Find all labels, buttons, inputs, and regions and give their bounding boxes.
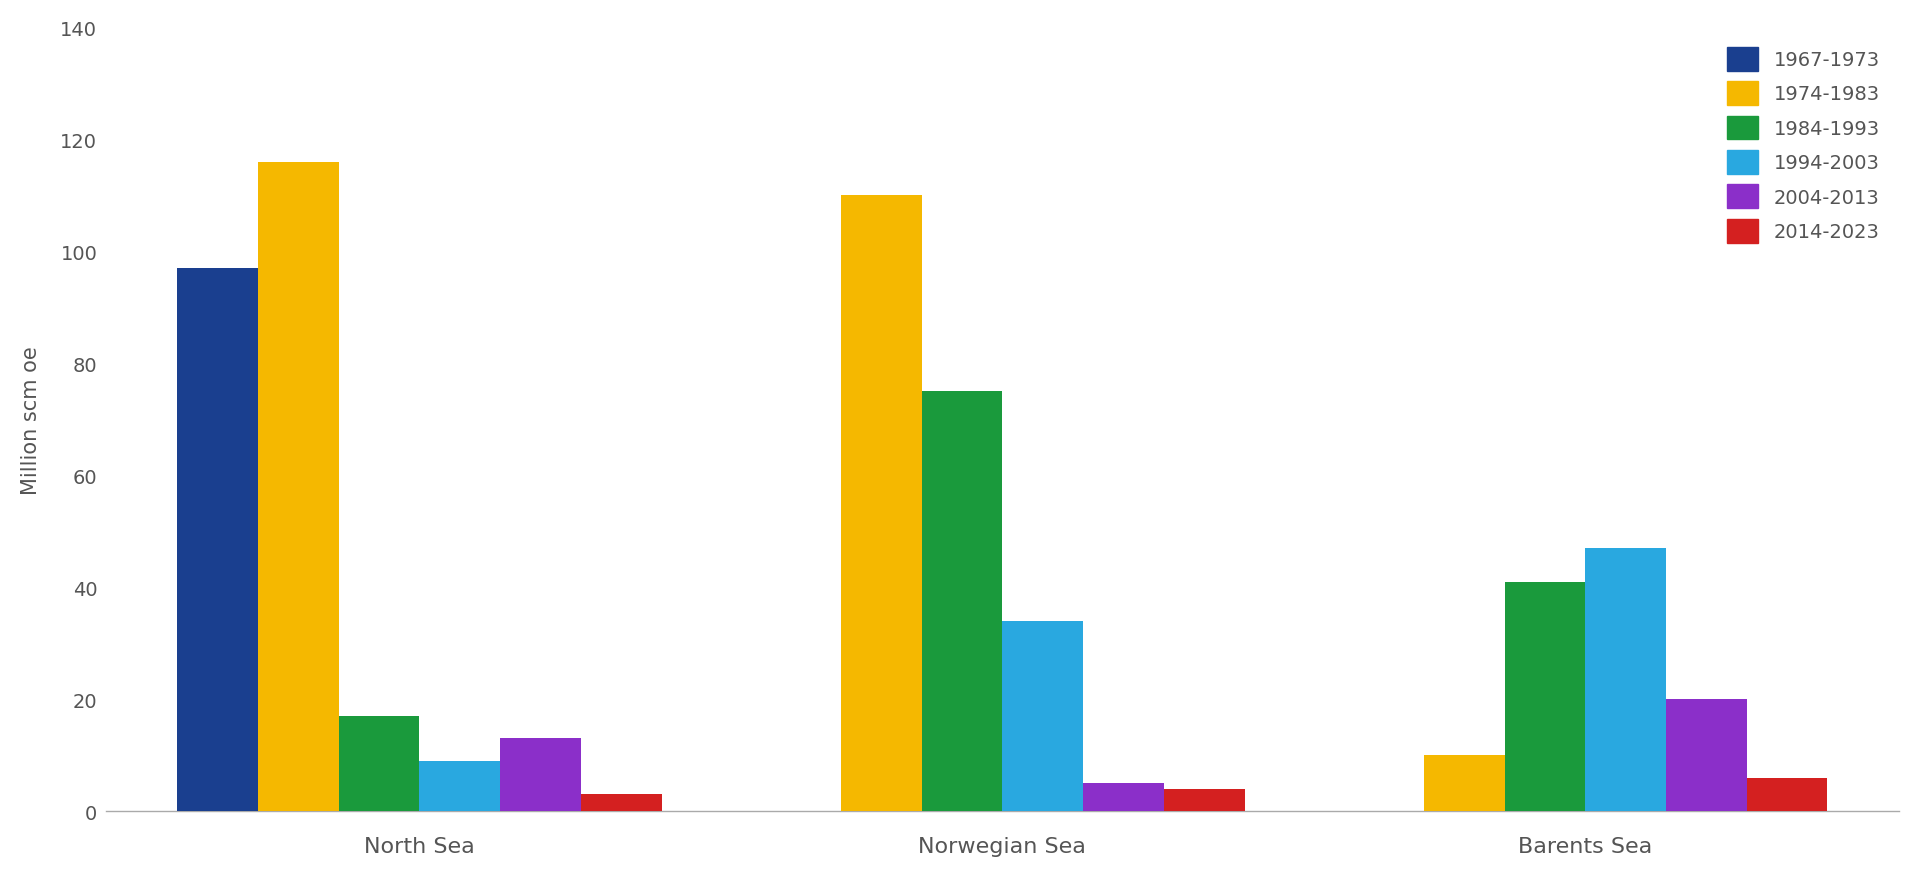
Bar [419, 761, 501, 811]
Bar [582, 795, 662, 811]
Bar [257, 162, 338, 811]
Bar [1586, 548, 1667, 811]
Bar [1425, 755, 1505, 811]
Bar [922, 392, 1002, 811]
Bar [501, 738, 582, 811]
Bar [177, 268, 257, 811]
Bar [1002, 621, 1083, 811]
Bar [841, 196, 922, 811]
Bar [1667, 699, 1747, 811]
Y-axis label: Million scm oe: Million scm oe [21, 346, 40, 494]
Bar [1505, 582, 1586, 811]
Bar [1083, 783, 1164, 811]
Bar [1747, 778, 1828, 811]
Legend: 1967-1973, 1974-1983, 1984-1993, 1994-2003, 2004-2013, 2014-2023: 1967-1973, 1974-1983, 1984-1993, 1994-20… [1716, 38, 1889, 253]
Bar [338, 717, 419, 811]
Bar [1164, 789, 1244, 811]
